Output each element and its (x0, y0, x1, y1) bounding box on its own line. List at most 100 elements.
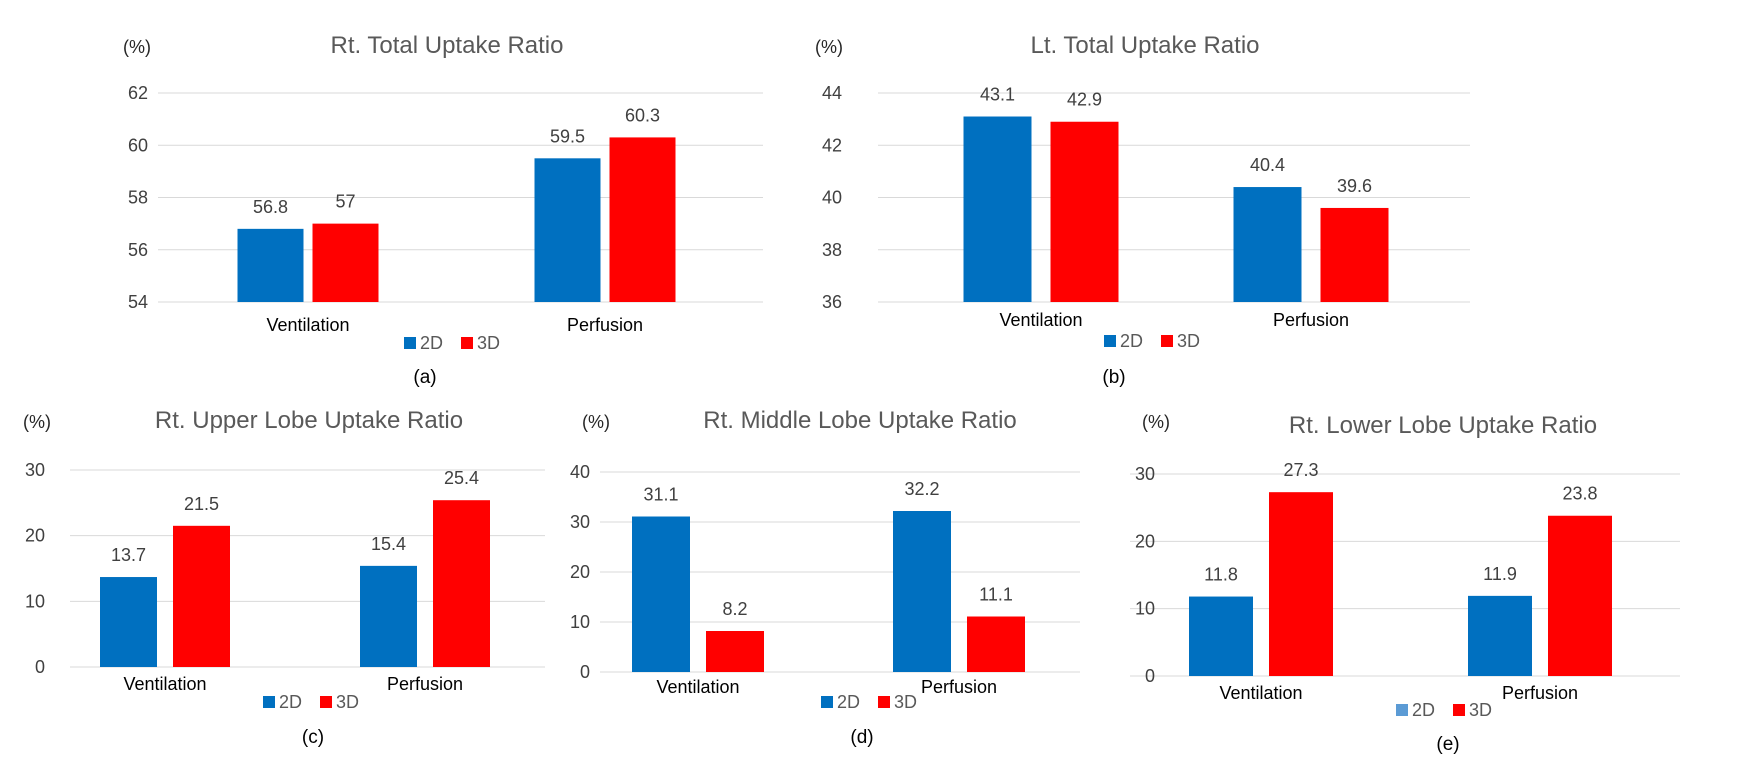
chart-b-bar-2d-ventilation (963, 116, 1032, 302)
chart-e-bar-2d-perfusion (1468, 595, 1532, 676)
chart-a-x-category-label: Perfusion (567, 315, 643, 335)
chart-e-legend-swatch-2d (1396, 704, 1408, 716)
chart-e-y-tick-label: 10 (1135, 599, 1155, 619)
chart-a-caption: (a) (413, 367, 436, 388)
chart-a-y-tick-label: 56 (128, 240, 148, 260)
chart-a-data-label: 57 (335, 192, 355, 212)
chart-c-bar-3d-ventilation (173, 525, 230, 667)
chart-b-data-label: 39.6 (1337, 176, 1372, 196)
chart-b-legend-swatch-2d (1104, 335, 1116, 347)
chart-b-y-tick-label: 40 (822, 188, 842, 208)
chart-b-legend-swatch-3d (1161, 335, 1173, 347)
chart-a-x-category-label: Ventilation (266, 315, 349, 335)
chart-a-data-label: 60.3 (625, 105, 660, 125)
chart-a-y-unit: (%) (123, 37, 151, 57)
chart-b-data-label: 42.9 (1067, 90, 1102, 110)
chart-e-data-label: 11.8 (1204, 565, 1238, 585)
chart-e-x-category-label: Ventilation (1219, 683, 1302, 703)
chart-c-title: Rt. Upper Lobe Uptake Ratio (155, 407, 463, 434)
chart-c-x-category-label: Perfusion (387, 674, 463, 694)
chart-c-x-category-label: Ventilation (123, 674, 206, 694)
chart-c-y-tick-label: 0 (35, 657, 45, 677)
chart-d-data-label: 8.2 (722, 599, 747, 619)
chart-d-bar-3d-ventilation (706, 631, 764, 672)
chart-e-bar-3d-ventilation (1269, 492, 1333, 676)
chart-e-data-label: 11.9 (1483, 564, 1517, 584)
chart-c-data-label: 13.7 (111, 545, 146, 565)
chart-d-y-tick-label: 0 (580, 662, 590, 682)
chart-a-legend-swatch-2d (404, 337, 416, 349)
chart-d-y-unit: (%) (582, 412, 610, 432)
chart-a-bar-2d-perfusion (534, 158, 601, 302)
chart-b-legend-label: 3D (1177, 331, 1200, 351)
chart-b-data-label: 40.4 (1250, 155, 1285, 175)
chart-d-caption: (d) (850, 727, 873, 748)
chart-e-y-tick-label: 30 (1135, 464, 1155, 484)
chart-e-legend-label: 2D (1412, 700, 1435, 720)
chart-b-y-tick-label: 42 (822, 135, 842, 155)
chart-d-legend-label: 3D (894, 692, 917, 712)
chart-a-bar-3d-ventilation (312, 223, 379, 302)
chart-a-y-tick-label: 62 (128, 83, 148, 103)
chart-a-bar-3d-perfusion (609, 137, 676, 302)
chart-a-y-tick-label: 60 (128, 135, 148, 155)
chart-b-x-category-label: Ventilation (999, 310, 1082, 330)
chart-b-title: Lt. Total Uptake Ratio (1030, 32, 1259, 59)
chart-b-y-tick-label: 36 (822, 292, 842, 312)
chart-b-legend-label: 2D (1120, 331, 1143, 351)
chart-d-y-tick-label: 30 (570, 512, 590, 532)
chart-d-title: Rt. Middle Lobe Uptake Ratio (703, 407, 1017, 434)
chart-b-bar-2d-perfusion (1233, 187, 1302, 302)
chart-e-legend-swatch-3d (1453, 704, 1465, 716)
chart-c-legend-swatch-3d (320, 696, 332, 708)
chart-c-data-label: 21.5 (184, 494, 219, 514)
chart-a-data-label: 56.8 (253, 197, 288, 217)
chart-a-bar-2d-ventilation (237, 228, 304, 302)
chart-e-y-tick-label: 0 (1145, 666, 1155, 686)
chart-b-y-tick-label: 38 (822, 240, 842, 260)
chart-c-bar-3d-perfusion (433, 500, 490, 667)
chart-a-legend-label: 2D (420, 333, 443, 353)
chart-b-y-unit: (%) (815, 37, 843, 57)
chart-a-title: Rt. Total Uptake Ratio (330, 32, 563, 59)
chart-d-bar-2d-perfusion (893, 511, 951, 672)
chart-e-bar-3d-perfusion (1548, 515, 1612, 676)
chart-b-caption: (b) (1102, 367, 1125, 388)
chart-d-bar-2d-ventilation (632, 516, 690, 672)
chart-d-data-label: 32.2 (904, 479, 939, 499)
chart-c-legend-swatch-2d (263, 696, 275, 708)
chart-e-bar-2d-ventilation (1189, 596, 1253, 676)
chart-b-bar-3d-perfusion (1320, 207, 1389, 302)
chart-c-y-tick-label: 10 (25, 591, 45, 611)
chart-c-y-tick-label: 30 (25, 460, 45, 480)
chart-a-legend-label: 3D (477, 333, 500, 353)
chart-c-legend-label: 3D (336, 692, 359, 712)
chart-c-data-label: 25.4 (444, 468, 479, 488)
chart-d-legend-label: 2D (837, 692, 860, 712)
chart-c-bar-2d-ventilation (100, 577, 157, 667)
chart-e-title: Rt. Lower Lobe Uptake Ratio (1289, 412, 1597, 439)
chart-a-data-label: 59.5 (550, 126, 585, 146)
chart-b-x-category-label: Perfusion (1273, 310, 1349, 330)
chart-d-bar-3d-perfusion (967, 616, 1025, 672)
chart-e-data-label: 27.3 (1283, 460, 1318, 480)
chart-b-y-tick-label: 44 (822, 83, 842, 103)
chart-a-y-tick-label: 58 (128, 188, 148, 208)
chart-e-data-label: 23.8 (1562, 484, 1597, 504)
chart-b-bar-3d-ventilation (1050, 121, 1119, 302)
chart-a-legend-swatch-3d (461, 337, 473, 349)
chart-d-data-label: 31.1 (643, 485, 678, 505)
chart-e-caption: (e) (1436, 734, 1459, 755)
chart-b-data-label: 43.1 (980, 85, 1015, 105)
chart-c-bar-2d-perfusion (360, 565, 417, 667)
chart-d-x-category-label: Perfusion (921, 677, 997, 697)
chart-d-y-tick-label: 40 (570, 462, 590, 482)
chart-d-legend-swatch-3d (878, 696, 890, 708)
chart-d-y-tick-label: 20 (570, 562, 590, 582)
chart-d-x-category-label: Ventilation (656, 677, 739, 697)
chart-e-x-category-label: Perfusion (1502, 683, 1578, 703)
chart-c-y-tick-label: 20 (25, 526, 45, 546)
chart-d-data-label: 11.1 (979, 585, 1013, 605)
chart-d-y-tick-label: 10 (570, 612, 590, 632)
